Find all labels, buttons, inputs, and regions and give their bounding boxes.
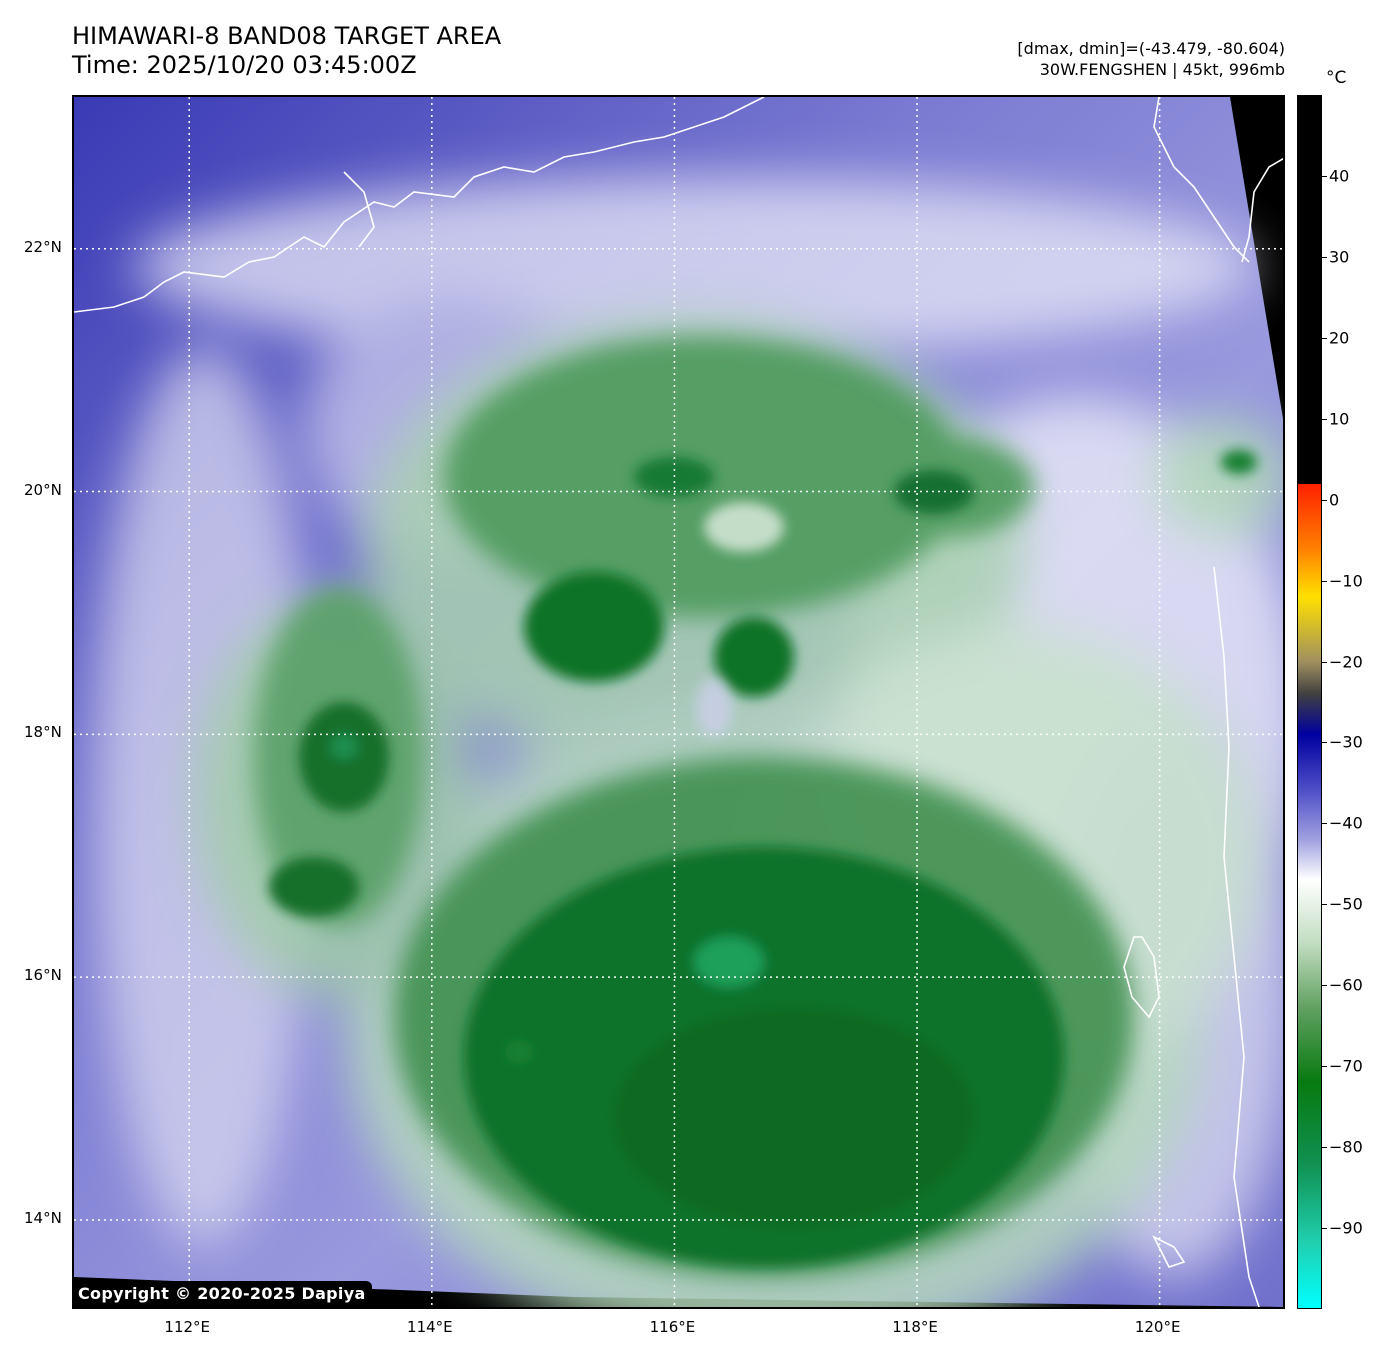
lat-label-16: 16°N [24, 966, 62, 985]
colorbar-tick-label: −10 [1329, 571, 1363, 591]
colorbar-tick-label: 10 [1329, 409, 1350, 429]
colorbar-tick-label: −30 [1329, 732, 1363, 752]
map-timestamp: Time: 2025/10/20 03:45:00Z [72, 51, 417, 79]
lon-label-116: 116°E [649, 1318, 696, 1336]
lat-label-18: 18°N [24, 723, 62, 742]
colorbar-tick [1322, 1228, 1327, 1230]
lat-label-14: 14°N [24, 1208, 62, 1227]
deep-convection-cores [269, 450, 1257, 1267]
colorbar-tick-label: 20 [1329, 328, 1350, 348]
colorbar-tick [1322, 823, 1327, 825]
colorbar-tick-label: 0 [1329, 490, 1340, 510]
lon-label-118: 118°E [892, 1318, 938, 1336]
colorbar-tick [1322, 1066, 1327, 1068]
satellite-image-svg [74, 97, 1283, 1307]
lon-label-114: 114°E [407, 1318, 453, 1336]
colorbar-tick-label: −80 [1329, 1137, 1363, 1157]
colorbar-tick-label: 30 [1329, 247, 1350, 267]
colorbar-tick [1322, 337, 1327, 339]
coastlines [74, 97, 1283, 1307]
colorbar-tick-label: −60 [1329, 975, 1363, 995]
colorbar-tick [1322, 256, 1327, 258]
lon-label-120: 120°E [1134, 1318, 1181, 1336]
colorbar-tick-label: 40 [1329, 166, 1350, 186]
colorbar-tick [1322, 904, 1327, 906]
colorbar-tick [1322, 742, 1327, 744]
copyright-notice: Copyright © 2020-2025 Dapiya [72, 1281, 372, 1306]
satellite-image [72, 95, 1285, 1309]
map-title: HIMAWARI-8 BAND08 TARGET AREA [72, 22, 502, 50]
info-block: [dmax, dmin]=(-43.479, -80.604) 30W.FENG… [1017, 38, 1285, 80]
lat-label-22: 22°N [24, 237, 62, 256]
lon-label-112: 112°E [164, 1318, 211, 1336]
colorbar-tick [1322, 661, 1327, 663]
colorbar-tick-label: −40 [1329, 813, 1363, 833]
colorbar-tick [1322, 1147, 1327, 1149]
data-range-label: [dmax, dmin]=(-43.479, -80.604) [1017, 39, 1285, 58]
colorbar-tick [1322, 580, 1327, 582]
eye-highlight [696, 502, 784, 737]
grid-lines [74, 97, 1283, 1307]
lat-label-20: 20°N [24, 480, 62, 499]
colorbar-tick [1322, 499, 1327, 501]
colorbar-tick-label: −20 [1329, 652, 1363, 672]
temperature-colorbar [1297, 95, 1322, 1309]
colorbar-tick [1322, 418, 1327, 420]
title-block: HIMAWARI-8 BAND08 TARGET AREA Time: 2025… [72, 22, 501, 80]
colorbar-tick [1322, 985, 1327, 987]
storm-info-label: 30W.FENGSHEN | 45kt, 996mb [1039, 60, 1285, 79]
colorbar-tick-label: −70 [1329, 1056, 1363, 1076]
colorbar-tick [1322, 175, 1327, 177]
colorbar-unit: °C [1326, 68, 1347, 88]
colorbar-tick-label: −50 [1329, 894, 1363, 914]
colorbar-tick-label: −90 [1329, 1218, 1363, 1238]
